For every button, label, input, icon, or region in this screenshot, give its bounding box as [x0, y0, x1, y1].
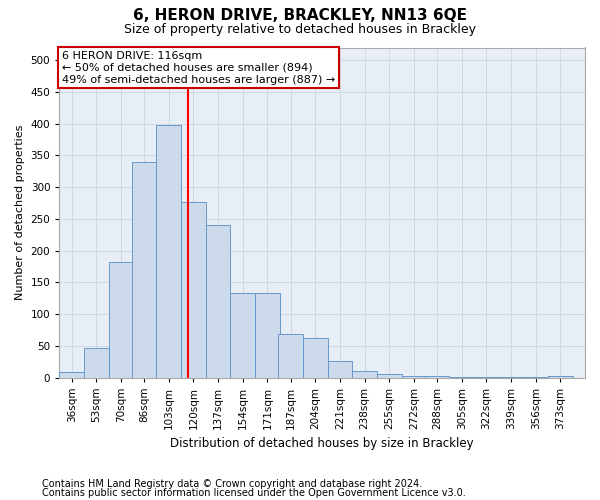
Text: 6 HERON DRIVE: 116sqm
← 50% of detached houses are smaller (894)
49% of semi-det: 6 HERON DRIVE: 116sqm ← 50% of detached …	[62, 52, 335, 84]
Bar	[255, 293, 280, 378]
Text: Contains public sector information licensed under the Open Government Licence v3: Contains public sector information licen…	[42, 488, 466, 498]
Bar	[132, 162, 157, 378]
Bar	[425, 376, 449, 378]
Text: Size of property relative to detached houses in Brackley: Size of property relative to detached ho…	[124, 22, 476, 36]
Y-axis label: Number of detached properties: Number of detached properties	[15, 125, 25, 300]
Text: Contains HM Land Registry data © Crown copyright and database right 2024.: Contains HM Land Registry data © Crown c…	[42, 479, 422, 489]
Bar	[523, 377, 548, 378]
Bar	[303, 338, 328, 378]
Bar	[109, 262, 133, 378]
Bar	[230, 293, 255, 378]
Bar	[377, 374, 401, 378]
Bar	[181, 202, 206, 378]
Text: 6, HERON DRIVE, BRACKLEY, NN13 6QE: 6, HERON DRIVE, BRACKLEY, NN13 6QE	[133, 8, 467, 22]
Bar	[548, 376, 572, 378]
Bar	[59, 372, 84, 378]
Bar	[278, 334, 303, 378]
Bar	[401, 376, 426, 378]
Bar	[352, 370, 377, 378]
Bar	[206, 225, 230, 378]
Bar	[499, 377, 523, 378]
Bar	[157, 125, 181, 378]
Bar	[328, 361, 352, 378]
Bar	[474, 377, 499, 378]
Bar	[84, 348, 109, 378]
Bar	[449, 377, 474, 378]
X-axis label: Distribution of detached houses by size in Brackley: Distribution of detached houses by size …	[170, 437, 474, 450]
